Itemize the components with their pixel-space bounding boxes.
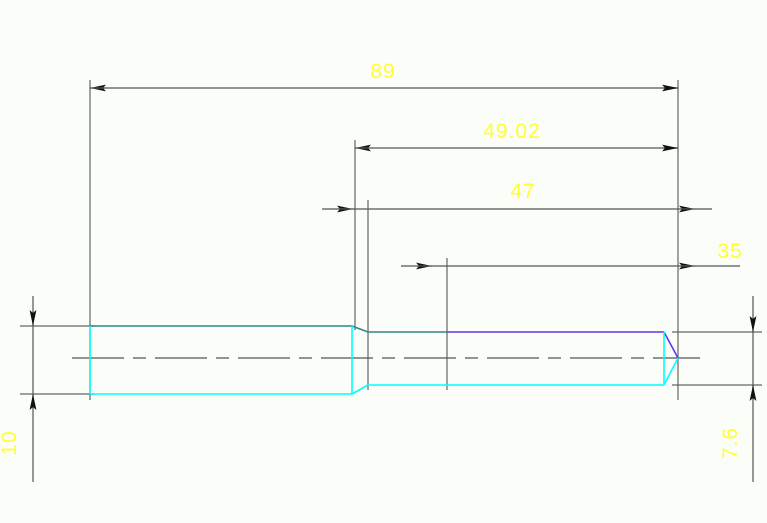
dimension-labels: 89 49.02 47 35 10 7.6 [0,60,742,459]
outline-right-chamfer-bottom [663,357,679,386]
outline-shoulder-taper-top [351,325,369,333]
dimension-label-7-6: 7.6 [719,427,742,459]
dimension-lines [29,84,757,482]
dimension-label-35: 35 [717,240,742,263]
dimension-label-89: 89 [370,60,395,83]
part-outline [89,325,679,395]
dimension-label-47: 47 [510,180,535,203]
outline-shoulder-taper-bottom [351,384,369,395]
extension-lines [20,80,762,400]
dimension-label-10: 10 [0,430,21,455]
outline-right-chamfer-top [663,331,679,359]
dimension-label-49-02: 49.02 [483,120,541,143]
